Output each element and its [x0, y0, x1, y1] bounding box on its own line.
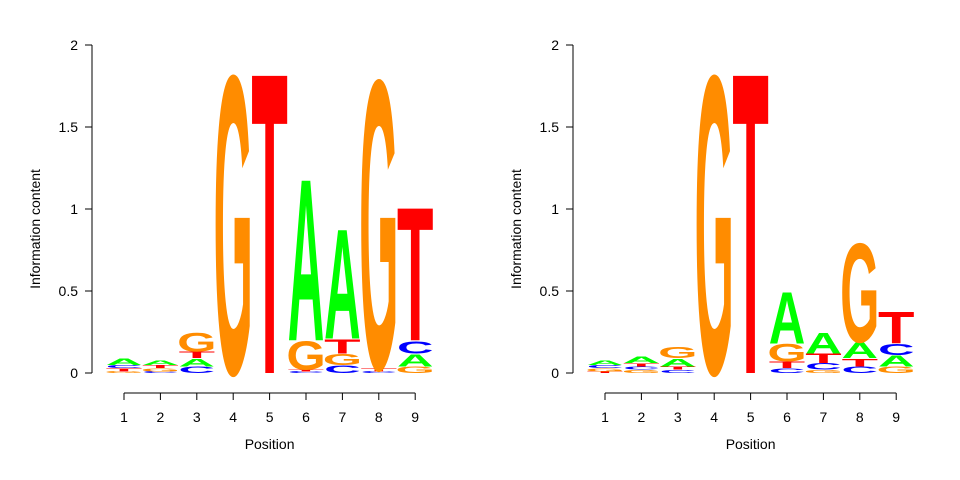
logo-letter-G: G — [141, 367, 180, 372]
logo-letter-T: T — [805, 351, 841, 366]
logo-letter-C: C — [324, 363, 361, 376]
y-tick-label: 0 — [551, 365, 559, 381]
logo-letter-G: G — [396, 365, 435, 375]
logo-letter-C: C — [587, 364, 624, 369]
logo-letter-C: C — [288, 371, 325, 374]
logo-letter-A: A — [324, 196, 361, 372]
logo-letter-C: C — [805, 362, 842, 372]
logo-letter-T: T — [142, 364, 179, 369]
y-tick-label: 1.5 — [540, 119, 560, 135]
x-tick-label: 4 — [229, 409, 237, 425]
y-tick-label: 2 — [551, 37, 559, 53]
logo-panel-2: 0 0.5 1 1.5 2 1 2 3 4 5 6 7 8 9 Position Information co… — [508, 0, 916, 465]
logo-letter-A: A — [142, 359, 179, 367]
x-axis-title: Position — [245, 436, 295, 452]
y-axis-title: Information content — [27, 169, 43, 289]
logo-letter-A: A — [179, 356, 216, 369]
logo-letter-C: C — [397, 338, 434, 358]
logo-letter-T: T — [842, 356, 878, 369]
logo-letter-A: A — [623, 355, 660, 365]
logo-letter-G: G — [877, 365, 916, 375]
logo-letter-A: A — [842, 339, 879, 364]
logo-letter-G: G — [767, 340, 806, 367]
y-tick-label: 0.5 — [540, 283, 560, 299]
logo-letter-T: T — [324, 336, 360, 358]
x-tick-label: 9 — [892, 409, 900, 425]
x-tick-label: 8 — [375, 409, 383, 425]
logo-letter-T: T — [288, 369, 325, 372]
x-tick-label: 1 — [601, 409, 609, 425]
x-tick-label: 2 — [638, 409, 646, 425]
logo-letter-T: T — [106, 367, 143, 372]
logo-letter-C: C — [842, 365, 879, 375]
y-axis-title: Information content — [508, 169, 524, 289]
logo-letter-A: A — [660, 356, 697, 369]
logo-letter-C: C — [106, 364, 143, 369]
x-tick-label: 3 — [193, 409, 201, 425]
logo-letter-G: G — [359, 0, 398, 457]
logo-letter-C: C — [769, 367, 806, 375]
y-tick-label: 2 — [70, 37, 78, 53]
x-tick-label: 1 — [120, 409, 128, 425]
logo-letter-A: A — [769, 278, 806, 360]
logo-letter-T: T — [587, 371, 624, 374]
logo-letter-G: G — [323, 351, 362, 369]
logo-letter-T: T — [878, 303, 914, 353]
logo-letter-G: G — [804, 369, 843, 374]
logo-letter-G: G — [585, 367, 624, 372]
y-tick-label: 1.5 — [59, 119, 79, 135]
x-tick-label: 9 — [411, 409, 419, 425]
logo-letter-C: C — [179, 365, 216, 375]
logo-letter-C: C — [660, 369, 697, 374]
logo-letter-T: T — [179, 350, 215, 360]
x-tick-label: 5 — [266, 409, 274, 425]
x-tick-label: 5 — [747, 409, 755, 425]
x-tick-label: 2 — [157, 409, 165, 425]
logo-letter-A: A — [805, 327, 841, 360]
y-tick-label: 1 — [551, 201, 559, 217]
logo-letter-T: T — [660, 366, 697, 371]
logo-letter-T: T — [623, 362, 660, 367]
y-tick-label: 0 — [70, 365, 78, 381]
logo-letter-A: A — [878, 352, 915, 370]
logo-letter-A: A — [288, 130, 325, 390]
logo-letter-T: T — [397, 169, 433, 382]
logo-letter-T: T — [769, 360, 805, 370]
x-tick-label: 8 — [856, 409, 864, 425]
logo-letter-G: G — [840, 214, 879, 373]
logo-letter-A: A — [587, 359, 624, 367]
logo-letter-C: C — [623, 366, 660, 371]
x-tick-label: 4 — [710, 409, 718, 425]
logo-letter-C: C — [361, 371, 398, 374]
logo-letter-G: G — [214, 0, 253, 464]
logo-letter-G: G — [286, 333, 325, 378]
logo-letter-T: T — [361, 367, 398, 372]
logo-panel-1: 0 0.5 1 1.5 2 1 2 3 4 5 6 7 8 9 Position Information co… — [27, 0, 435, 465]
y-tick-label: 1 — [70, 201, 78, 217]
x-tick-label: 6 — [783, 409, 791, 425]
logo-letter-G: G — [177, 327, 216, 358]
logo-letter-G: G — [622, 369, 661, 374]
x-tick-label: 3 — [674, 409, 682, 425]
x-tick-label: 7 — [820, 409, 828, 425]
x-axis-title: Position — [726, 436, 776, 452]
logo-letter-C: C — [878, 341, 915, 359]
logo-letter-T: T — [251, 0, 287, 465]
logo-letter-A: A — [397, 351, 434, 371]
logo-letter-G: G — [695, 0, 734, 464]
logo-letter-C: C — [142, 371, 179, 374]
logo-letter-T: T — [732, 0, 768, 465]
x-tick-label: 7 — [339, 409, 347, 425]
logo-letter-A: A — [106, 357, 143, 367]
logo-letter-G: G — [658, 344, 697, 362]
x-tick-label: 6 — [302, 409, 310, 425]
y-tick-label: 0.5 — [59, 283, 79, 299]
logo-letter-G: G — [104, 371, 143, 374]
